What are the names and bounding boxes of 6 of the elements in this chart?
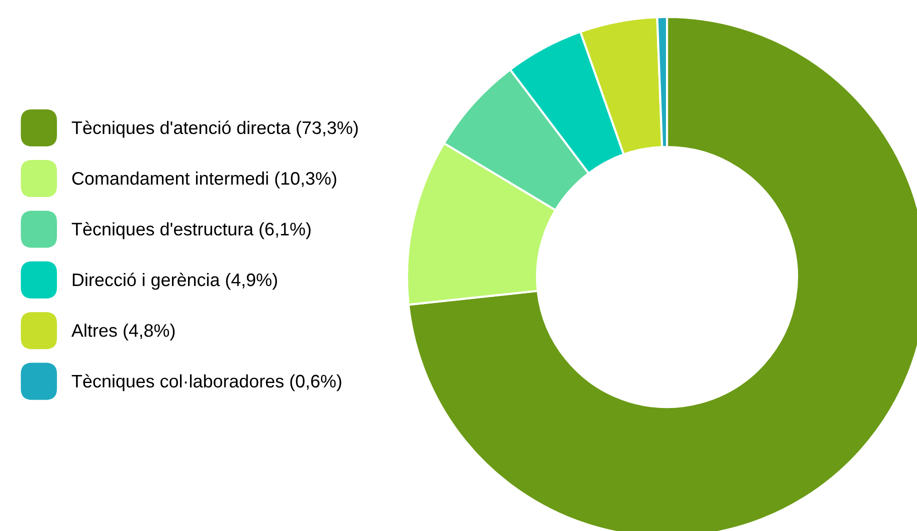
legend-label: Comandament intermedi (10,3%) (72, 172, 336, 188)
legend-label: Tècniques col·laboradores (0,6%) (72, 374, 342, 392)
legend-label: Direcció i gerència (4,9%) (72, 272, 277, 290)
legend-label: Tècniques d'atenció directa (73,3%) (72, 120, 358, 138)
legend-label: Tècniques d'estructura (6,1%) (72, 222, 311, 240)
legend-label: Altres (4,8%) (71, 324, 175, 340)
